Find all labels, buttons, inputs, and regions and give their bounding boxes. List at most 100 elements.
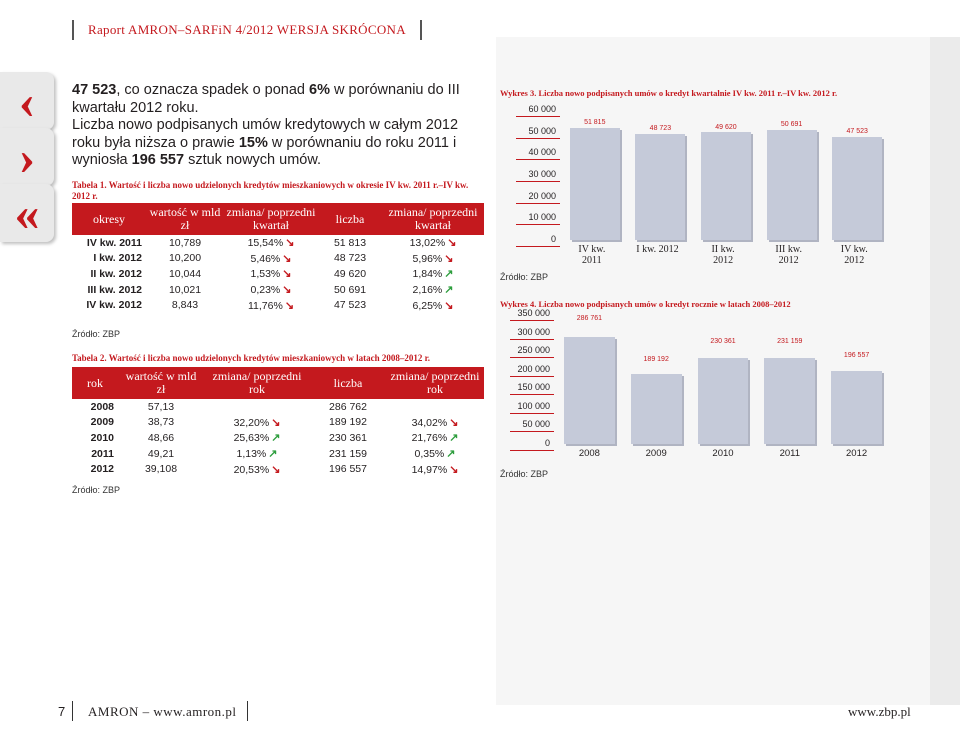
row-count: 286 762 bbox=[329, 400, 367, 413]
data-label: 286 761 bbox=[576, 315, 603, 322]
row-count: 51 813 bbox=[333, 236, 367, 249]
row-change1: 1,13% ↗ bbox=[236, 448, 278, 461]
arrow-right-icon: › bbox=[18, 129, 36, 185]
x-tick-label: 2008 bbox=[578, 448, 600, 459]
row-count: 49 620 bbox=[333, 267, 367, 280]
arrow-up-icon: ↗ bbox=[449, 432, 459, 445]
y-tick-label: 0 bbox=[544, 438, 550, 448]
first-page-button[interactable]: « bbox=[0, 184, 54, 242]
y-tick-mark bbox=[516, 116, 560, 117]
y-tick-mark bbox=[510, 394, 554, 396]
x-tick-label: IV kw. 2011 bbox=[578, 244, 606, 266]
row-change2: 1,84% ↗ bbox=[412, 268, 454, 281]
y-tick-mark bbox=[510, 431, 554, 433]
row-count: 47 523 bbox=[333, 299, 367, 312]
row-label: I kw. 2012 bbox=[93, 252, 142, 265]
table2-caption: Tabela 2. Wartość i liczba nowo udzielon… bbox=[72, 353, 431, 363]
y-tick-label: 350 000 bbox=[517, 308, 550, 318]
bar bbox=[569, 127, 620, 240]
table1-header-row: okresy wartość w mld zł zmiana/ poprzedn… bbox=[72, 203, 484, 235]
intro-paragraph-1: 47 523, co oznacza spadek o ponad 6% w p… bbox=[72, 82, 460, 116]
table1-header-change1: zmiana/ poprzedni kwartał bbox=[224, 203, 318, 235]
x-tick-label: 2011 bbox=[779, 448, 800, 459]
row-label: IV kw. 2012 bbox=[86, 299, 142, 312]
table-row: I kw. 2012 10,200 5,46% ↘ 48 723 5,96% ↘ bbox=[72, 251, 484, 267]
table1-header-change2: zmiana/ poprzedni kwartał bbox=[382, 203, 484, 235]
row-change1 bbox=[204, 399, 310, 415]
row-label: 2011 bbox=[91, 447, 114, 460]
y-tick-label: 20 000 bbox=[528, 190, 556, 201]
y-tick-label: 150 000 bbox=[517, 382, 550, 393]
data-label: 48 723 bbox=[649, 125, 672, 132]
y-tick-mark bbox=[510, 357, 554, 359]
table1-source: Źródło: ZBP bbox=[72, 329, 121, 339]
data-label: 196 557 bbox=[843, 352, 870, 359]
intro-text: 47 523, co oznacza spadek o ponad 6% w p… bbox=[72, 82, 486, 170]
data-label: 51 815 bbox=[584, 119, 606, 126]
row-count: 189 192 bbox=[329, 416, 367, 429]
row-value: 57,13 bbox=[147, 400, 175, 413]
row-label: 2009 bbox=[90, 416, 114, 429]
row-change1: 5,46% ↘ bbox=[250, 252, 292, 265]
chart3-title: Wykres 3. Liczba nowo podpisanych umów o… bbox=[500, 88, 838, 98]
y-tick-label: 100 000 bbox=[517, 400, 550, 411]
table-row: 2009 38,73 32,20% ↘ 189 192 34,02% ↘ bbox=[72, 415, 484, 431]
row-label: 2010 bbox=[90, 431, 114, 444]
y-tick-mark bbox=[516, 181, 560, 182]
row-count: 50 691 bbox=[333, 283, 367, 296]
bar bbox=[831, 370, 882, 444]
table-row: III kw. 2012 10,021 0,23% ↘ 50 691 2,16% ↗ bbox=[72, 282, 484, 298]
table2-header-change1: zmiana/ poprzedni rok bbox=[204, 367, 310, 399]
row-count: 196 557 bbox=[329, 463, 367, 476]
y-tick-label: 200 000 bbox=[517, 363, 550, 374]
table2-header-change2: zmiana/ poprzedni rok bbox=[386, 367, 484, 399]
footer-rule-2 bbox=[247, 701, 248, 721]
y-tick-mark bbox=[516, 137, 560, 139]
bar bbox=[630, 373, 682, 444]
arrow-up-icon: ↗ bbox=[446, 448, 456, 461]
footer-right-link[interactable]: www.zbp.pl bbox=[848, 704, 911, 719]
row-label: III kw. 2012 bbox=[87, 283, 142, 296]
table-row: IV kw. 2011 10,789 15,54% ↘ 51 813 13,02% ↘ bbox=[72, 235, 484, 251]
chart3-source: Źródło: ZBP bbox=[500, 272, 549, 282]
table2: rok wartość w mld zł zmiana/ poprzedni r… bbox=[72, 367, 484, 477]
y-tick-label: 0 bbox=[550, 234, 556, 244]
footer-left-link[interactable]: AMRON – www.amron.pl bbox=[88, 704, 237, 719]
row-value: 48,66 bbox=[147, 431, 175, 444]
x-tick-label: III kw. 2012 bbox=[775, 244, 802, 266]
row-change2: 6,25% ↘ bbox=[412, 299, 454, 312]
arrow-up-icon: ↗ bbox=[268, 448, 278, 461]
table-row: 2012 39,108 20,53% ↘ 196 557 14,97% ↘ bbox=[72, 461, 484, 477]
x-tick-label: I kw. 2012 bbox=[636, 244, 679, 255]
arrow-down-icon: ↘ bbox=[447, 237, 457, 250]
row-change1: 1,53% ↘ bbox=[250, 268, 292, 281]
y-tick-label: 50 000 bbox=[528, 125, 556, 136]
double-arrow-left-icon: « bbox=[14, 185, 40, 241]
y-tick-label: 50 000 bbox=[522, 419, 550, 430]
row-label: 2012 bbox=[90, 463, 114, 476]
table-row: 2011 49,21 1,13% ↗ 231 159 0,35% ↗ bbox=[72, 446, 484, 462]
row-value: 49,21 bbox=[147, 447, 175, 460]
y-tick-mark bbox=[510, 412, 554, 414]
arrow-up-icon: ↗ bbox=[444, 284, 454, 297]
footer-page-number: 7 bbox=[58, 704, 66, 719]
bar bbox=[564, 337, 615, 444]
arrow-down-icon: ↘ bbox=[282, 268, 292, 281]
row-change1: 11,76% ↘ bbox=[247, 299, 295, 312]
bar bbox=[764, 358, 816, 444]
row-change1: 32,20% ↘ bbox=[233, 416, 281, 429]
row-change2: 13,02% ↘ bbox=[409, 237, 457, 250]
row-value: 8,843 bbox=[171, 299, 199, 312]
table2-header-value: wartość w mld zł bbox=[118, 367, 204, 399]
table2-header-year: rok bbox=[72, 367, 118, 399]
prev-page-button[interactable]: ‹ bbox=[0, 72, 54, 130]
table1-header-count: liczba bbox=[318, 203, 382, 235]
x-tick-label: 2012 bbox=[846, 448, 868, 459]
row-change1: 0,23% ↘ bbox=[250, 284, 292, 297]
data-label: 230 361 bbox=[710, 338, 736, 345]
x-tick-label: II kw. 2012 bbox=[711, 244, 735, 266]
arrow-down-icon: ↘ bbox=[449, 463, 459, 476]
arrow-down-icon: ↘ bbox=[449, 416, 459, 429]
next-page-button[interactable]: › bbox=[0, 128, 54, 186]
arrow-down-icon: ↘ bbox=[444, 299, 454, 312]
